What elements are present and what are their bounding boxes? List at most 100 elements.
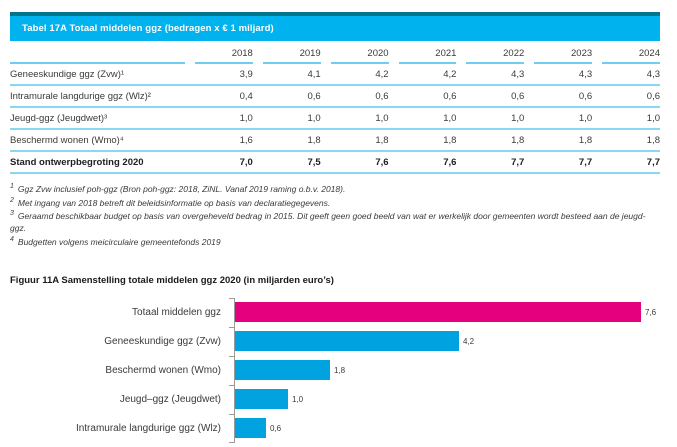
column-header-year: 2023 [534,41,593,64]
cell-value: 0,6 [375,91,389,102]
bar-value-label: 0,6 [270,423,282,433]
bar [234,360,330,381]
cell-value: 7,6 [443,157,457,168]
footnote-marker: 3 [10,210,14,218]
cell-value: 1,8 [511,135,525,146]
cell-value: 1,0 [443,113,457,124]
column-header-year: 2024 [602,41,660,64]
bar-chart: Totaal middelen ggz 7,6 Geneeskundige ggz … [10,297,660,443]
footnote-text: Geraamd beschikbaar budget op basis van … [10,211,646,234]
cell-value: 7,5 [307,157,321,168]
cell-value: 1,6 [239,135,253,146]
cell-value: 7,0 [239,157,253,168]
row-label: Beschermd wonen (Wmo)⁴ [10,135,124,146]
cell-value: 4,3 [646,69,660,80]
table-body: Geneeskundige ggz (Zvw)¹ 3,9 4,1 4,2 4,2 4,3 4… [10,64,660,174]
axis-tick [229,441,234,443]
table-section: Tabel 17A Totaal middelen ggz (bedragen … [10,12,660,249]
bar-value-label: 4,2 [463,336,475,346]
footnote: 2 Met ingang van 2018 betreft dit beleids… [10,196,660,210]
bar-track: 7,6 [234,302,660,323]
figure-section: Figuur 11A Samenstelling totale middelen… [10,275,660,443]
bar-label: Intramurale langdurige ggz (Wlz) [75,422,221,434]
table-row: Jeugd-ggz (Jeugdwet)³ 1,0 1,0 1,0 1,0 1,0 1,0 1… [10,108,660,130]
cell-value: 0,6 [511,91,525,102]
footnote-text: Ggz Zvw inclusief poh-ggz (Bron poh-ggz:… [17,183,346,194]
axis-tick [229,355,234,357]
footnotes: 1 Ggz Zvw inclusief poh-ggz (Bron poh-ggz… [10,182,660,249]
cell-value: 1,8 [307,135,321,146]
cell-value: 1,0 [307,113,321,124]
column-header-year: 2018 [195,41,253,64]
cell-value: 4,3 [578,69,593,80]
bar-label: Totaal middelen ggz [132,306,221,318]
cell-value: 1,0 [511,113,525,124]
cell-value: 4,1 [307,69,321,80]
footnote-text: Met ingang van 2018 betreft dit beleidsi… [17,197,331,208]
cell-value: 0,6 [578,91,593,102]
cell-value: 0,6 [646,91,660,102]
table-row: Beschermd wonen (Wmo)⁴ 1,6 1,8 1,8 1,8 1,8 1,8… [10,130,660,152]
table-row: Stand ontwerpbegroting 2020 7,0 7,5 7,6 7,6 7… [10,152,660,174]
bar-value-label: 1,0 [292,394,304,404]
footnote: 1 Ggz Zvw inclusief poh-ggz (Bron poh-ggz… [10,182,660,196]
cell-value: 1,0 [578,113,593,124]
bar-track: 4,2 [234,331,660,352]
cell-value: 1,8 [375,135,389,146]
axis-tick [229,326,234,328]
row-label: Geneeskundige ggz (Zvw)¹ [10,69,125,80]
bar-label: Jeugd–ggz (Jeugdwet) [119,393,221,405]
footnote-text: Budgetten volgens meicirculaire gemeente… [17,236,221,247]
cell-value: 4,3 [511,69,525,80]
cell-value: 7,6 [375,157,389,168]
bar-row: Totaal middelen ggz 7,6 [10,298,660,327]
cell-value: 7,7 [646,157,660,168]
axis-tick [229,384,234,386]
table-row: Intramurale langdurige ggz (Wlz)² 0,4 0,6 0… [10,86,660,108]
bar-row: Geneeskundige ggz (Zvw) 4,2 [10,327,660,356]
cell-value: 7,7 [511,157,525,168]
column-header-year: 2019 [262,41,321,64]
table-row: Geneeskundige ggz (Zvw)¹ 3,9 4,1 4,2 4,2 4,3 4… [10,64,660,86]
cell-value: 0,6 [443,91,457,102]
cell-value: 1,0 [646,113,660,124]
column-header-label [10,52,185,64]
figure-title: Figuur 11A Samenstelling totale middelen… [10,274,334,286]
cell-value: 1,0 [239,113,253,124]
bar-label: Beschermd wonen (Wmo) [105,364,221,376]
bar-label: Geneeskundige ggz (Zvw) [104,335,221,347]
table-header-row: 2018 2019 2020 2021 2022 2023 2024 [10,41,660,64]
cell-value: 0,6 [307,91,321,102]
bar-value-label: 7,6 [645,307,657,317]
bar [234,302,641,323]
bar-track: 1,0 [234,389,660,410]
row-label: Jeugd-ggz (Jeugdwet)³ [10,113,108,124]
footnote-marker: 4 [10,236,14,244]
column-header-year: 2021 [398,41,457,64]
axis-tick [229,297,234,299]
bar-row: Intramurale langdurige ggz (Wlz) 0,6 [10,414,660,443]
column-header-year: 2022 [466,41,525,64]
footnote-marker: 2 [10,196,14,204]
footnote-marker: 1 [10,183,14,190]
cell-value: 3,9 [239,69,253,80]
bar-row: Beschermd wonen (Wmo) 1,8 [10,356,660,385]
bar [234,389,288,410]
table-title: Tabel 17A Totaal middelen ggz (bedragen … [22,23,274,34]
row-label: Intramurale langdurige ggz (Wlz)² [10,91,151,102]
bar [234,418,266,439]
bar-row: Jeugd–ggz (Jeugdwet) 1,0 [10,385,660,414]
bar-value-label: 1,8 [334,365,346,375]
cell-value: 7,7 [578,157,593,168]
footnote: 4 Budgetten volgens meicirculaire gemeent… [10,235,660,249]
cell-value: 4,2 [443,69,457,80]
column-header-year: 2020 [330,41,389,64]
cell-value: 4,2 [375,69,389,80]
cell-value: 1,8 [578,135,593,146]
bar [234,331,459,352]
bar-track: 1,8 [234,360,660,381]
bar-track: 0,6 [234,418,660,439]
footnote: 3 Geraamd beschikbaar budget op basis van… [10,209,660,235]
axis-tick [229,413,234,415]
